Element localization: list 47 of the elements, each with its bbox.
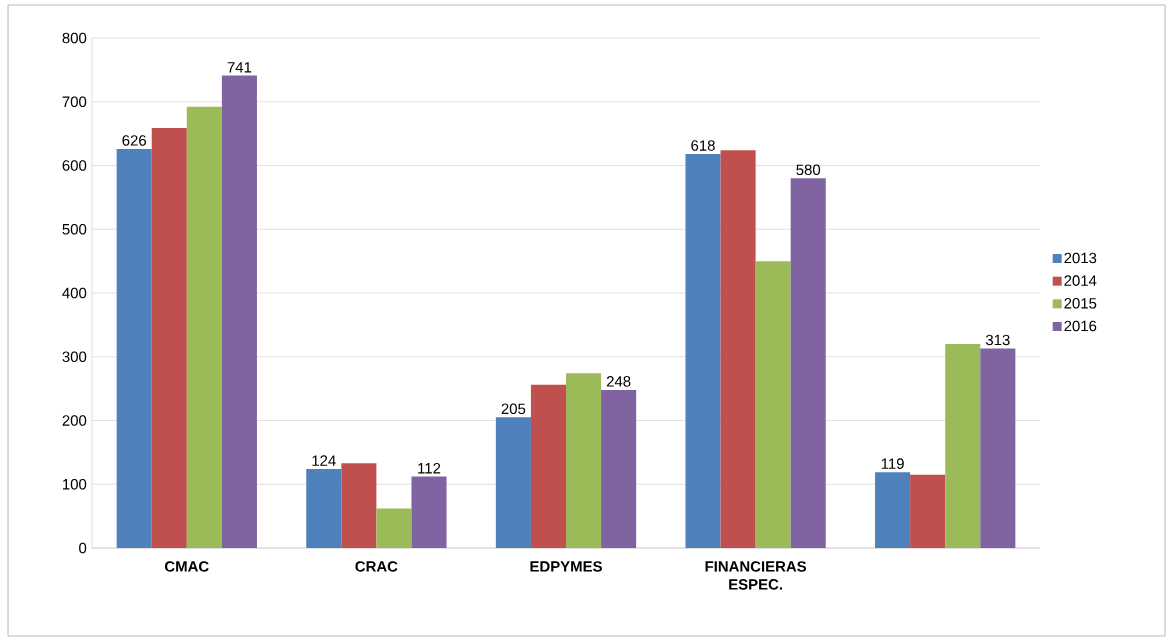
bar (910, 474, 946, 548)
legend-label: 2014 (1064, 275, 1097, 286)
y-tick-label: 100 (63, 478, 87, 490)
bar (945, 344, 981, 548)
legend-label: 2013 (1064, 252, 1097, 264)
x-tick-label: CMAC (165, 561, 209, 572)
bar (186, 106, 222, 548)
y-tick-label: 300 (62, 351, 87, 363)
y-tick-label: 200 (62, 415, 87, 426)
bar (980, 348, 1016, 548)
y-tick-label: 500 (62, 223, 87, 235)
bar (221, 75, 257, 548)
y-tick-label: 600 (62, 160, 87, 171)
bar (530, 384, 567, 548)
bar (116, 148, 152, 548)
data-label: 248 (606, 376, 631, 387)
data-label: 580 (796, 164, 821, 176)
x-tick-label: FINANCIERAS ESPEC. (705, 561, 807, 590)
bar (720, 150, 756, 548)
bar (411, 476, 447, 548)
data-label: 741 (227, 62, 252, 73)
data-label: 313 (985, 334, 1010, 346)
data-label: 618 (691, 140, 715, 151)
bar (341, 463, 377, 548)
bar (566, 373, 602, 548)
legend-label: 2015 (1064, 297, 1097, 309)
x-tick-label: CRAC (355, 561, 398, 572)
data-label: 124 (312, 455, 336, 466)
data-label: 626 (122, 135, 146, 146)
x-tick-label: EDPYMES (530, 561, 602, 572)
bar (685, 154, 721, 548)
y-tick-label: 700 (62, 96, 87, 108)
bar (875, 472, 911, 548)
y-tick-label: 400 (62, 287, 87, 299)
bar (376, 508, 412, 548)
y-tick-label: 0 (79, 542, 87, 554)
bar (306, 468, 342, 548)
bar (755, 261, 791, 548)
data-label: 112 (418, 462, 441, 474)
bar (495, 417, 531, 548)
legend-label: 2016 (1064, 320, 1097, 332)
y-tick-label: 800 (62, 32, 87, 44)
data-label: 119 (881, 458, 904, 469)
data-label: 205 (501, 403, 526, 415)
bar (151, 127, 187, 548)
bar (790, 178, 826, 548)
bar (601, 389, 637, 548)
